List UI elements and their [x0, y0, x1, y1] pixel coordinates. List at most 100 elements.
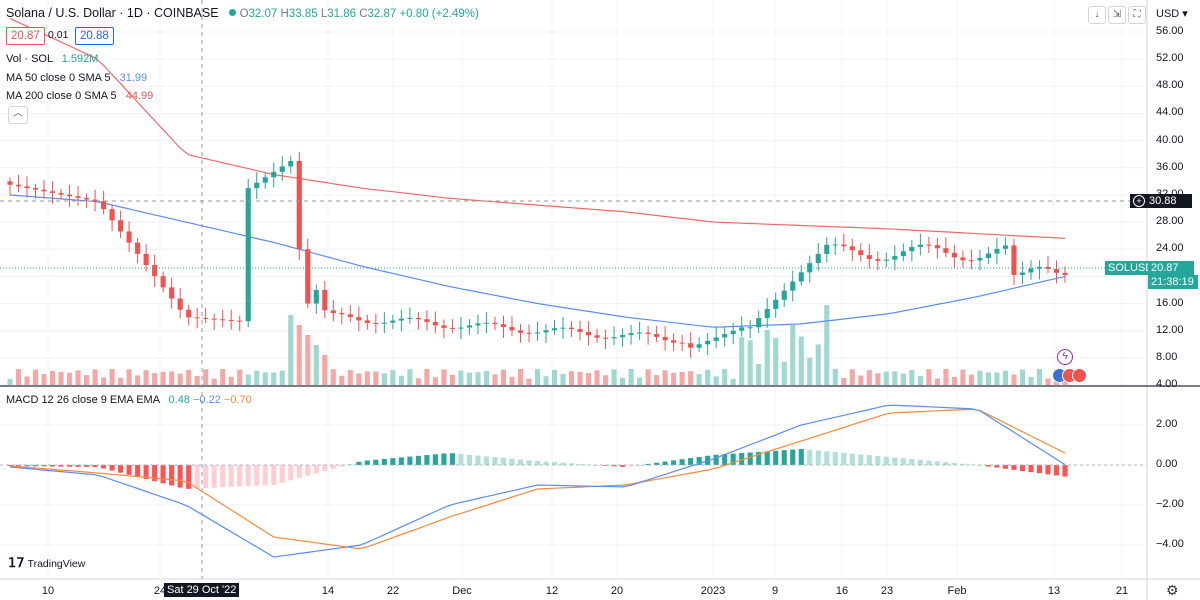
macd-histogram-bar [228, 465, 234, 487]
volume-bar [475, 372, 481, 385]
macd-histogram-bar [483, 456, 490, 465]
last-symbol-tag: SOLUSD [1105, 261, 1157, 275]
macd-histogram-bar [968, 464, 974, 466]
macd-histogram-bar [1045, 465, 1051, 475]
candle-body [220, 319, 226, 321]
macd-histogram-bar [262, 465, 268, 486]
volume-bar [764, 330, 770, 385]
macd-histogram-bar [356, 461, 362, 465]
sell-button[interactable]: 20.87 [6, 27, 45, 45]
candle-body [551, 328, 558, 331]
scroll-down-icon[interactable]: ↓ [1088, 6, 1106, 24]
candle-body [764, 308, 770, 319]
macd-histogram-bar [568, 463, 575, 465]
time-tick-label: 14 [321, 585, 335, 597]
volume-bar [449, 374, 455, 385]
candle-body [279, 166, 285, 172]
volume-bar [951, 376, 957, 385]
volume-bar [671, 372, 677, 385]
volume-legend[interactable]: Vol · SOL 1.592M [6, 53, 99, 65]
macd-histogram-bar [637, 465, 643, 466]
volume-bar [654, 375, 660, 385]
macd-legend[interactable]: MACD 12 26 close 9 EMA EMA 0.48 −0.22 −0… [6, 394, 252, 406]
volume-bar [492, 374, 498, 385]
price-tick-label: 44.00 [1156, 106, 1184, 119]
ma50-path [9, 194, 1066, 328]
macd-histogram-bar [398, 457, 404, 465]
volume-bar [781, 361, 787, 385]
add-alert-icon[interactable]: + [1133, 195, 1145, 207]
macd-histogram-bar [186, 465, 192, 489]
macd-histogram-bar [1028, 465, 1034, 473]
macd-histogram-bar [390, 458, 396, 465]
candle-body [296, 160, 302, 250]
volume-bar [909, 369, 915, 385]
volume-bar [926, 369, 932, 385]
candle-body [109, 209, 115, 221]
macd-histogram-bar [152, 465, 158, 482]
volume-bar [637, 377, 643, 385]
macd-histogram-bar [58, 465, 64, 467]
candle-body [781, 290, 787, 300]
macd-histogram-bar [807, 449, 813, 465]
candle-body [603, 337, 609, 339]
candle-body [262, 177, 268, 183]
candle-body [849, 246, 855, 251]
macd-histogram-bar [466, 454, 472, 465]
candle-body [271, 171, 277, 178]
macd-histogram-bar [364, 460, 370, 465]
currency-selector[interactable]: USD ▾ [1156, 8, 1188, 20]
candle-body [152, 264, 158, 277]
buy-button[interactable]: 20.88 [75, 27, 114, 45]
candle-body [415, 317, 421, 320]
candle-body [32, 188, 39, 190]
volume-bar [509, 376, 515, 385]
volume-bar [713, 376, 719, 385]
volume-bar [75, 370, 81, 385]
candle-body [934, 245, 940, 249]
volume-bar [322, 355, 328, 385]
volume-bar [679, 371, 685, 385]
candle-body [58, 192, 64, 195]
collapse-legend-button[interactable]: ︿ [8, 106, 28, 124]
volume-bar [526, 378, 532, 385]
candle-body [1036, 266, 1043, 269]
volume-bar [84, 375, 90, 385]
time-tick-label: 23 [880, 585, 894, 597]
symbol-title[interactable]: Solana / U.S. Dollar · 1D · COINBASE [6, 6, 219, 20]
lightning-icon[interactable]: ϟ [1057, 349, 1073, 365]
candle-body [543, 330, 549, 333]
fullscreen-icon[interactable]: ⛶ [1128, 6, 1146, 24]
candle-body [49, 191, 56, 193]
macd-histogram-bar [279, 465, 285, 483]
gear-icon[interactable]: ⚙ [1166, 582, 1179, 598]
ma50-legend[interactable]: MA 50 close 0 SMA 5 31.99 [6, 72, 148, 84]
macd-histogram-bar [688, 458, 694, 465]
candle-body [1053, 268, 1060, 273]
macd-histogram-bar [424, 455, 430, 465]
expand-icon[interactable]: ⇲ [1108, 6, 1126, 24]
volume-bar [934, 378, 940, 385]
volume-bar [773, 338, 779, 385]
bar-countdown: 21:38:19 [1148, 275, 1198, 289]
candle-body [347, 314, 353, 318]
candle-body [628, 333, 634, 336]
macd-histogram-bar [237, 465, 243, 487]
candle-body [858, 250, 864, 256]
tradingview-logo[interactable]: 𝟣𝟩 TradingView [8, 555, 86, 570]
volume-bar [611, 369, 617, 385]
volume-bar [858, 375, 864, 385]
macd-histogram-bar [781, 450, 787, 465]
candle-body [92, 199, 98, 202]
ma200-legend[interactable]: MA 200 close 0 SMA 5 44.99 [6, 90, 154, 102]
macd-histogram-bar [858, 454, 864, 465]
volume-bar [101, 377, 107, 385]
candle-body [909, 246, 915, 252]
macd-histogram-bar [160, 465, 166, 484]
volume-bar [1019, 369, 1026, 385]
event-flag-icon[interactable] [1072, 368, 1087, 383]
volume-bar [194, 376, 200, 385]
volume-bar [279, 370, 285, 385]
macd-histogram-bar [849, 453, 855, 465]
